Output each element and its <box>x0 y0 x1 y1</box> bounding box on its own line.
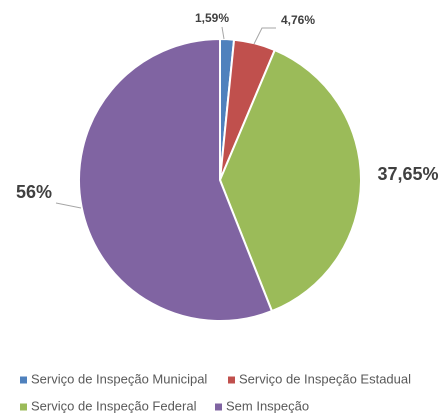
data-label: 37,65% <box>377 164 438 184</box>
pie-slice <box>218 48 362 313</box>
data-label: 4,76% <box>281 13 315 27</box>
pie-slice <box>78 37 274 322</box>
leader-line <box>253 27 276 45</box>
data-label: 56% <box>16 182 52 202</box>
leader-line <box>55 202 82 209</box>
legend-swatch <box>20 376 27 384</box>
data-label: 1,59% <box>195 11 229 25</box>
legend-label: Serviço de Inspeção Federal <box>31 398 197 413</box>
legend-swatch <box>228 376 235 384</box>
legend-swatch <box>20 403 27 411</box>
legend-swatch <box>215 403 222 411</box>
leader-line <box>221 26 225 40</box>
legend-label: Serviço de Inspeção Municipal <box>31 371 207 386</box>
legend-label: Sem Inspeção <box>226 398 309 413</box>
legend-label: Serviço de Inspeção Estadual <box>239 371 411 386</box>
